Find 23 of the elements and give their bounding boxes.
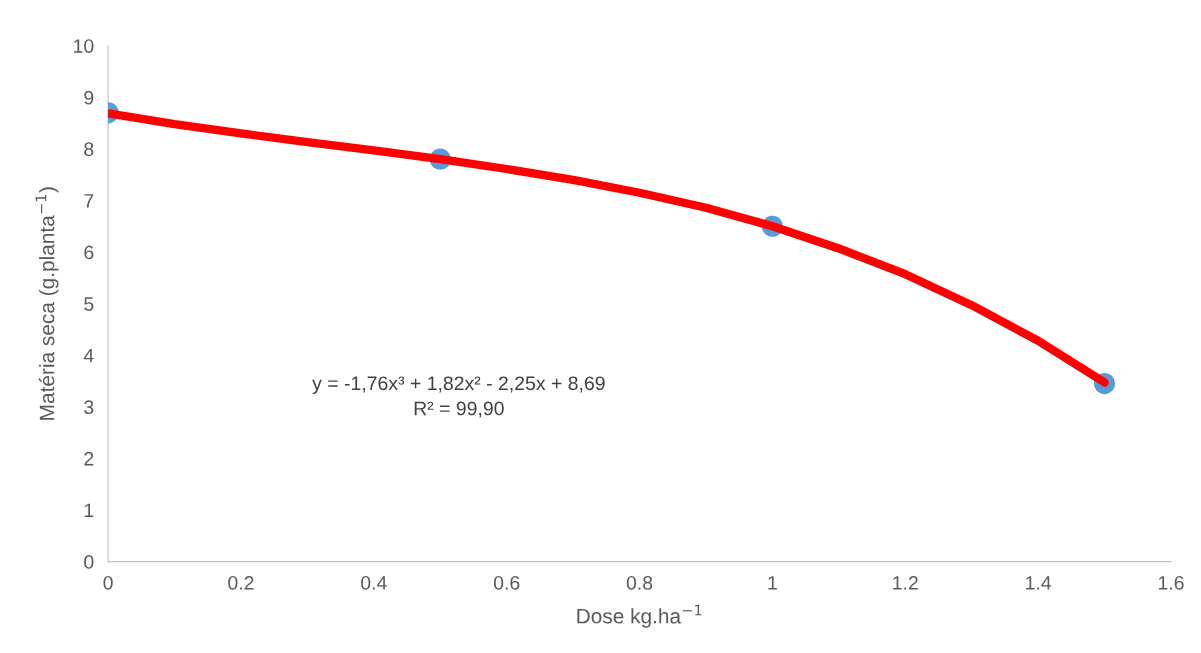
y-tick-label: 8 [84,142,94,157]
x-tick-label: 1.6 [1158,575,1184,590]
y-tick-label: 7 [84,194,94,208]
x-tick-label: 0.8 [626,575,653,590]
y-tick-label: 6 [84,245,94,260]
y-tick-label: 4 [83,348,94,363]
x-tick-label: 0.4 [361,575,387,590]
y-tick-label: 5 [84,297,94,311]
annotation: y = -1,76x³ + 1,82x² - 2,25x + 8,69 R² = 99,90 [312,376,605,418]
y-tick-label: 3 [84,400,94,415]
x-tick-label: 1.4 [1026,576,1052,590]
x-axis-title: Dose kg.ha$^{−1}$ [577,604,702,628]
x-tick-label: 1.2 [893,575,918,590]
x-tick-label: 0.2 [228,575,254,590]
y-tick-label: 0 [84,555,94,569]
x-tick-label: 1 [768,576,777,590]
y-tick-label: 2 [84,451,94,466]
y-axis-title: Matéria seca (g.planta$^{−1}$) [35,187,59,420]
y-tick-label: 10 [74,39,94,53]
y-tick-label: 9 [84,90,94,105]
x-tick-label: 0.6 [493,575,520,590]
y-tick-label: 1 [84,503,94,518]
x-tick-label: 0 [103,575,113,590]
